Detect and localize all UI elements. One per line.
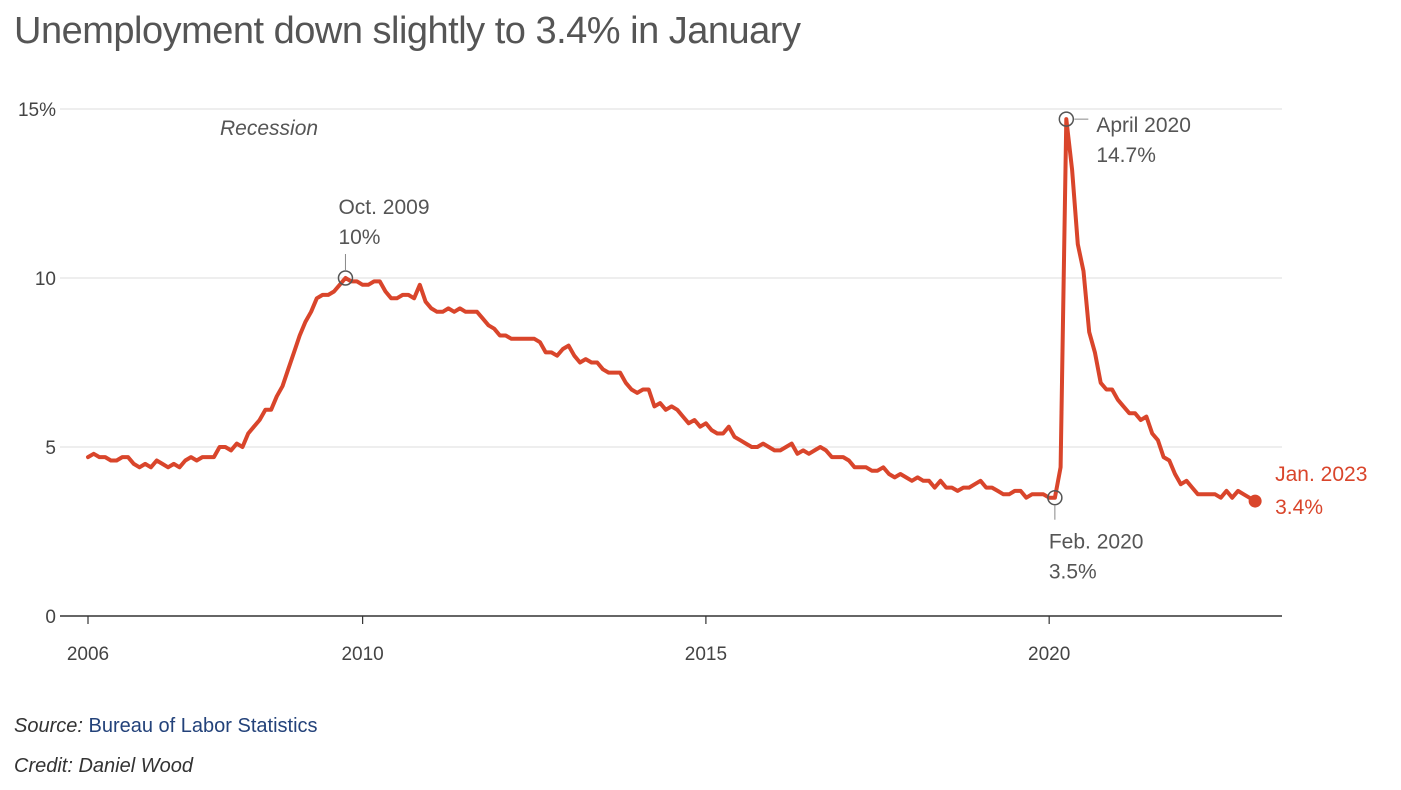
source-link[interactable]: Bureau of Labor Statistics (88, 715, 318, 737)
annotation-label: Jan. 2023 (1275, 463, 1367, 486)
grid-layer (60, 108, 1282, 448)
annotation-marker (1058, 111, 1075, 127)
y-tick-label: 15% (18, 100, 56, 121)
latest-value-dot (1248, 494, 1262, 508)
annotation-marker (337, 270, 354, 286)
credit-line: Credit: Daniel Wood (14, 755, 193, 777)
source-line: Source: Bureau of Labor Statistics (14, 715, 318, 738)
annotation-layer: Oct. 2009 10% Feb. 2020 3.5% April 2020 14.7%… (337, 111, 1367, 584)
x-tick-label: 2015 (685, 644, 727, 665)
axis-layer: 0 5 10 15% 2006 2010 2015 2020 (18, 100, 1282, 665)
annotation-label: Oct. 2009 (338, 196, 429, 219)
y-tick-label: 0 (45, 607, 56, 628)
series-layer (86, 117, 1258, 504)
y-tick-label: 10 (35, 269, 56, 290)
x-tick-label: 2010 (341, 644, 383, 665)
recession-label: Recession (220, 117, 318, 140)
annotation-value: 14.7% (1096, 144, 1156, 167)
y-tick-label: 5 (45, 438, 56, 459)
recession-layer: Recession (220, 117, 318, 140)
chart-title: Unemployment down slightly to 3.4% in Ja… (14, 10, 801, 52)
annotation-value: 3.5% (1049, 561, 1097, 584)
annotation-value: 10% (338, 226, 380, 249)
x-tick-label: 2006 (67, 644, 109, 665)
source-label: Source: (14, 715, 83, 737)
x-tick-label: 2020 (1028, 644, 1070, 665)
annotation-label: April 2020 (1096, 114, 1191, 137)
annotation-label: Feb. 2020 (1049, 531, 1144, 554)
unemployment-rate-line (86, 117, 1258, 504)
annotation-value: 3.4% (1275, 496, 1323, 519)
annotation-marker (1047, 489, 1063, 506)
